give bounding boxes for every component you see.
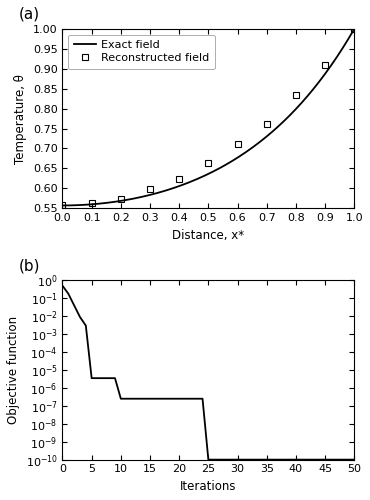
Exact field <box>234 156 238 162</box>
Reconstructed field <box>148 186 152 192</box>
Reconstructed field <box>265 121 269 127</box>
Reconstructed field <box>60 202 65 208</box>
Line: Exact field: Exact field <box>63 29 354 206</box>
X-axis label: Distance, x*: Distance, x* <box>172 228 245 241</box>
Reconstructed field <box>323 62 327 68</box>
Exact field <box>352 26 356 32</box>
Exact field <box>60 202 65 208</box>
X-axis label: Iterations: Iterations <box>180 480 236 493</box>
Legend: Exact field, Reconstructed field: Exact field, Reconstructed field <box>68 34 215 69</box>
Text: (b): (b) <box>19 258 40 273</box>
Line: Reconstructed field: Reconstructed field <box>59 26 358 209</box>
Reconstructed field <box>235 142 240 148</box>
Reconstructed field <box>206 160 211 166</box>
Reconstructed field <box>352 26 356 32</box>
Reconstructed field <box>119 196 123 202</box>
Reconstructed field <box>177 176 181 182</box>
Text: (a): (a) <box>19 7 40 22</box>
Y-axis label: Objective function: Objective function <box>7 316 20 424</box>
Exact field <box>306 92 310 98</box>
Reconstructed field <box>90 200 94 206</box>
Exact field <box>325 68 329 74</box>
Reconstructed field <box>294 92 298 98</box>
Y-axis label: Temperature, θ: Temperature, θ <box>14 74 27 164</box>
Exact field <box>239 152 243 158</box>
Exact field <box>61 202 65 208</box>
Exact field <box>233 156 238 162</box>
